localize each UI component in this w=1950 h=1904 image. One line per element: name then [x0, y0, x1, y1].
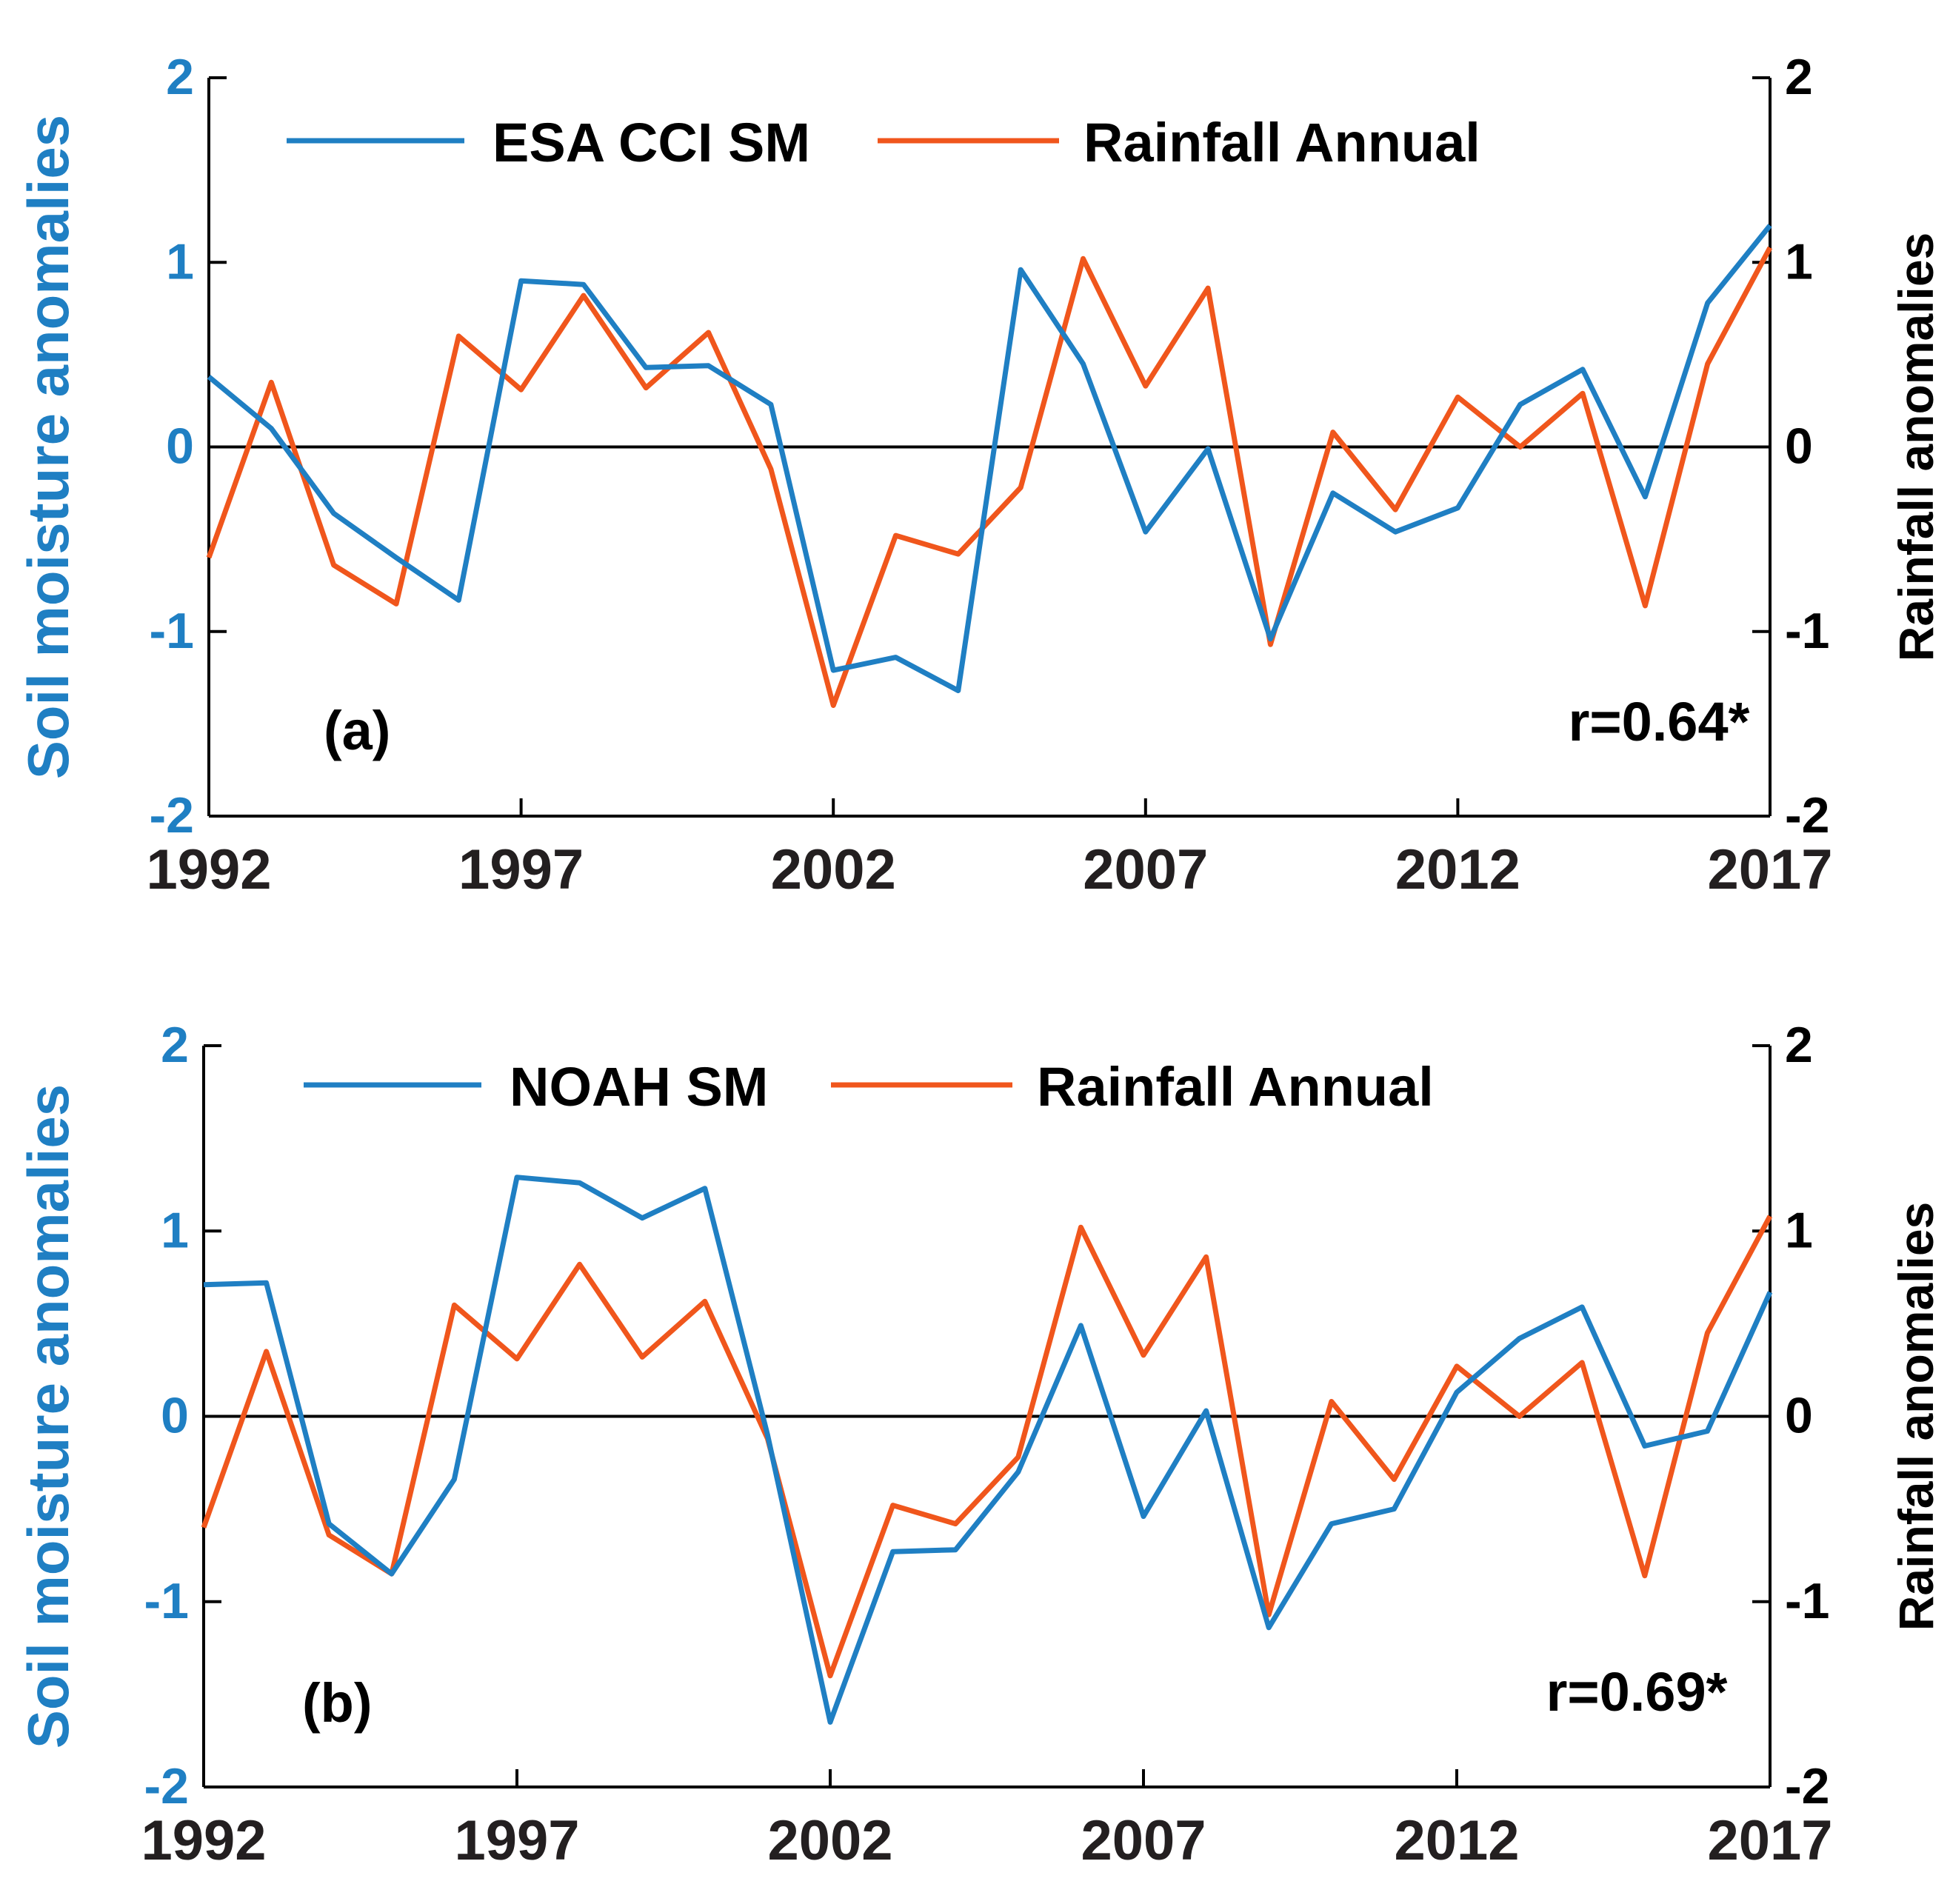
left-axis-title: Soil moisture anomalies	[16, 1084, 81, 1748]
x-tick-label: 2012	[1395, 838, 1520, 901]
left-tick-label: 2	[161, 1017, 189, 1073]
right-axis-title: Rainfall anomalies	[1889, 233, 1943, 662]
x-tick-label: 1992	[146, 838, 271, 901]
left-tick-label: 2	[166, 49, 194, 105]
right-tick-label: -2	[1785, 1758, 1829, 1814]
legend-label: NOAH SM	[510, 1056, 768, 1118]
x-tick-label: 2002	[767, 1809, 892, 1872]
left-tick-label: 1	[166, 233, 194, 290]
x-tick-label: 1992	[141, 1809, 266, 1872]
series-line-esa-cci-sm	[207, 224, 1772, 693]
x-tick-label: 2012	[1394, 1809, 1519, 1872]
legend: ESA CCI SM Rainfall Annual	[287, 112, 1480, 173]
correlation-annotation: r=0.69*	[1546, 1661, 1728, 1723]
correlation-annotation: r=0.64*	[1569, 691, 1750, 752]
panel-label: (a)	[324, 700, 390, 761]
panel-label: (b)	[302, 1672, 373, 1734]
panel-b: -2 -1 0 1 2 -2 -1 0 1 2 1992 1997 2002 2007 2012 2017 So…	[16, 1017, 1943, 1872]
series-line-rainfall-annual	[206, 246, 1773, 708]
right-tick-label: 1	[1785, 1202, 1813, 1258]
x-tick-label: 2017	[1707, 838, 1832, 901]
left-tick-label: -1	[144, 1573, 189, 1629]
right-tick-label: 0	[1785, 418, 1813, 475]
legend-label: Rainfall Annual	[1037, 1056, 1434, 1118]
legend: NOAH SM Rainfall Annual	[304, 1056, 1434, 1118]
right-tick-label: 1	[1785, 233, 1813, 290]
series-line-noah-sm	[203, 1175, 1773, 1725]
legend-label: ESA CCI SM	[492, 112, 810, 173]
left-tick-label: 0	[161, 1388, 189, 1444]
x-tick-label: 2007	[1083, 838, 1208, 901]
legend-label: Rainfall Annual	[1083, 112, 1480, 173]
left-tick-label: -2	[144, 1758, 189, 1814]
series-line-rainfall-annual	[201, 1215, 1773, 1679]
left-tick-label: 1	[161, 1202, 189, 1258]
right-tick-label: 2	[1785, 1017, 1813, 1073]
left-tick-label: -2	[150, 787, 194, 844]
x-tick-label: 1997	[458, 838, 584, 901]
right-axis-title: Rainfall anomalies	[1889, 1202, 1943, 1631]
left-tick-label: -1	[150, 603, 194, 659]
x-tick-label: 2017	[1707, 1809, 1832, 1872]
x-tick-label: 2002	[771, 838, 896, 901]
right-tick-label: 0	[1785, 1388, 1813, 1444]
right-tick-label: -1	[1785, 1573, 1829, 1629]
right-tick-label: -2	[1785, 787, 1829, 844]
left-tick-label: 0	[166, 418, 194, 475]
x-tick-label: 1997	[454, 1809, 579, 1872]
right-tick-label: 2	[1785, 49, 1813, 105]
left-axis-title: Soil moisture anomalies	[16, 115, 81, 779]
right-tick-label: -1	[1785, 603, 1829, 659]
panel-a: -2 -1 0 1 2 -2 -1 0 1 2 1992 1997 2002 2007 2012 2017 So…	[16, 49, 1943, 901]
x-tick-label: 2007	[1081, 1809, 1206, 1872]
